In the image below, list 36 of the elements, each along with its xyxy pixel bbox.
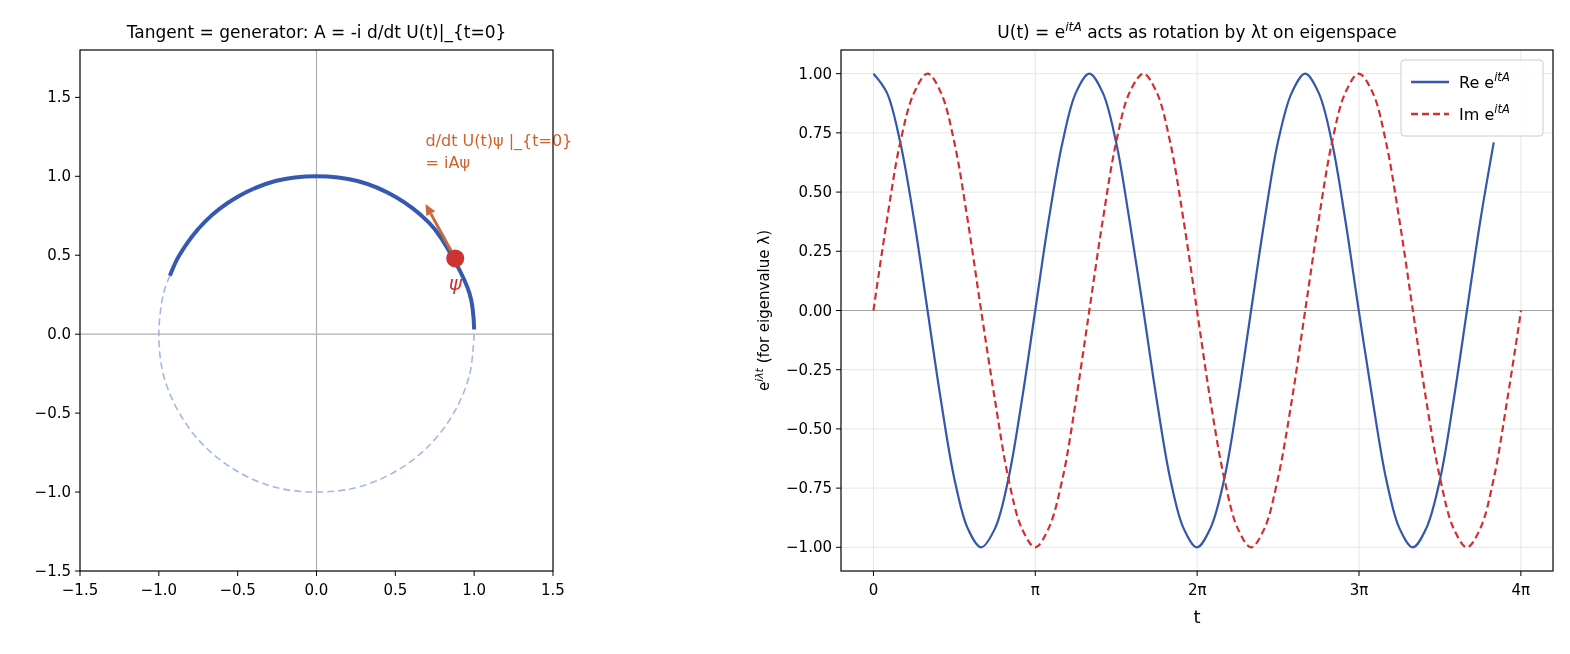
y-tick-label: 1.0 bbox=[47, 167, 71, 186]
y-tick-label: −0.75 bbox=[786, 479, 832, 498]
x-axis-title: t bbox=[1193, 606, 1201, 627]
x-tick-label: −1.5 bbox=[61, 581, 99, 599]
legend-label: Re e$^{itA}$ bbox=[1459, 70, 1510, 92]
x-tick-label: 2π bbox=[1187, 581, 1207, 599]
legend-label: Im e$^{itA}$ bbox=[1459, 102, 1510, 124]
y-tick-label: 0.25 bbox=[798, 242, 832, 261]
y-tick-label: −1.5 bbox=[34, 562, 71, 580]
chart-title: U(t) = e$^{itA}$ acts as rotation by λt on eigenspace bbox=[997, 20, 1397, 42]
x-tick-label: 0.0 bbox=[304, 581, 329, 599]
x-tick-label: 0 bbox=[868, 581, 879, 599]
y-tick-label: 0.0 bbox=[47, 325, 71, 344]
y-tick-label: 1.5 bbox=[47, 88, 71, 107]
x-tick-label: π bbox=[1030, 581, 1040, 599]
chart-title: Tangent = generator: A = -i d/dt U(t)|_{t=0} bbox=[125, 22, 507, 43]
line-series bbox=[167, 174, 477, 332]
y-tick-label: −0.25 bbox=[786, 360, 832, 379]
y-tick-label: 1.00 bbox=[798, 64, 832, 83]
y-tick-label: 0.5 bbox=[47, 246, 71, 265]
y-tick-label: −0.50 bbox=[786, 419, 832, 438]
x-tick-label: 0.5 bbox=[383, 581, 408, 599]
x-tick-label: −0.5 bbox=[219, 581, 256, 599]
y-tick-label: −1.00 bbox=[786, 538, 832, 557]
x-tick-label: 4π bbox=[1511, 581, 1531, 599]
y-tick-label: 0.00 bbox=[798, 301, 832, 320]
series-label: ψ bbox=[448, 271, 463, 296]
y-tick-label: −0.5 bbox=[34, 404, 71, 423]
y-tick-label: −1.0 bbox=[34, 483, 71, 502]
y-tick-label: 0.50 bbox=[798, 183, 832, 202]
x-tick-label: 1.5 bbox=[541, 581, 565, 599]
x-tick-label: −1.0 bbox=[140, 581, 178, 599]
y-tick-label: 0.75 bbox=[798, 123, 832, 142]
x-tick-label: 3π bbox=[1349, 581, 1369, 599]
x-tick-label: 1.0 bbox=[462, 581, 487, 599]
line-series bbox=[158, 274, 475, 493]
